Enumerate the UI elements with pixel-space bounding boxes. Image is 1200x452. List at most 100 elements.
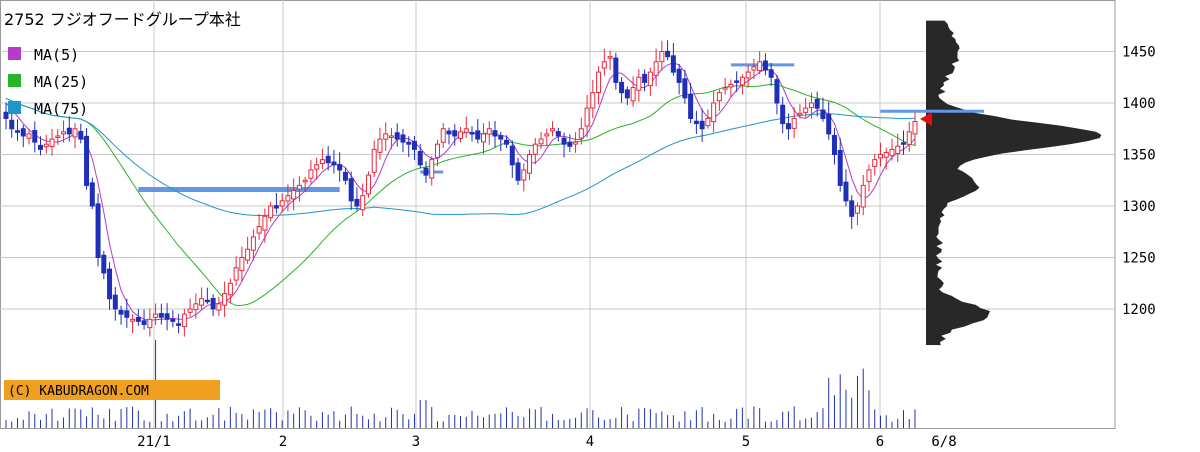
candle-up — [153, 313, 159, 318]
candle-up — [291, 190, 297, 200]
candle-down — [342, 171, 348, 181]
candle-up — [630, 87, 636, 102]
candle-up — [256, 226, 262, 234]
candle-up — [573, 141, 579, 145]
candle-down — [734, 80, 740, 83]
candle-down — [176, 323, 182, 326]
candle-down — [555, 131, 561, 137]
chart-title: 2752 フジオフードグループ本社 — [4, 10, 241, 29]
candle-down — [820, 109, 826, 119]
candle-down — [170, 318, 176, 322]
candle-down — [670, 55, 676, 73]
candle-up — [716, 92, 722, 102]
candle-down — [331, 161, 337, 166]
candle-up — [72, 128, 78, 138]
candle-down — [814, 98, 820, 109]
candle-up — [458, 131, 463, 139]
candle-down — [768, 69, 774, 78]
candle-down — [112, 294, 118, 310]
candle-up — [659, 51, 665, 63]
y-tick-label: 1300 — [1122, 199, 1156, 215]
candle-up — [383, 133, 389, 140]
candle-up — [377, 138, 383, 153]
candle-up — [193, 303, 199, 311]
candle-up — [130, 318, 136, 322]
candle-down — [837, 150, 843, 186]
candle-down — [567, 141, 573, 147]
candle-up — [866, 169, 872, 182]
candle-down — [423, 167, 429, 176]
legend-swatch-ma25 — [8, 74, 21, 87]
candle-up — [360, 195, 366, 211]
x-tick-label: 21/1 — [137, 434, 171, 450]
candle-up — [854, 205, 860, 214]
candle-down — [475, 130, 481, 140]
candle-up — [601, 61, 607, 69]
candle-up — [199, 298, 205, 306]
candle-down — [84, 135, 90, 186]
candle-up — [486, 128, 492, 135]
candle-down — [400, 134, 406, 143]
x-tick-label: 5 — [742, 434, 750, 450]
candle-down — [9, 119, 15, 130]
legend-label-ma75: MA(75) — [34, 100, 88, 118]
candle-down — [325, 155, 331, 164]
candle-up — [481, 133, 487, 143]
candle-up — [711, 102, 717, 123]
candle-down — [66, 127, 72, 135]
candle-up — [705, 117, 711, 127]
candle-up — [463, 128, 469, 133]
candle-down — [682, 78, 688, 99]
x-tick-label: 2 — [279, 434, 287, 450]
y-tick-label: 1200 — [1122, 302, 1156, 318]
legend: MA(5) MA(25) MA(75) — [8, 46, 88, 118]
candle-down — [780, 104, 786, 125]
candle-down — [78, 130, 84, 140]
candle-down — [417, 150, 423, 166]
candle-down — [642, 73, 648, 83]
y-tick-label: 1400 — [1122, 96, 1156, 112]
candle-up — [245, 248, 251, 261]
candle-down — [337, 164, 343, 171]
candle-down — [158, 313, 164, 318]
candle-down — [699, 120, 705, 130]
candle-down — [101, 254, 107, 274]
candle-up — [187, 308, 193, 313]
candle-up — [440, 128, 446, 143]
x-axis: 21/1 2 3 4 5 6 6/8 — [137, 434, 957, 450]
candle-up — [722, 87, 728, 90]
candle-up — [912, 121, 918, 135]
candle-up — [596, 71, 602, 94]
candle-down — [204, 299, 210, 303]
candle-up — [739, 76, 745, 86]
candle-up — [532, 143, 538, 155]
candle-up — [538, 138, 544, 145]
candle-down — [38, 144, 44, 150]
candle-up — [319, 159, 325, 164]
volume-bars — [5, 340, 916, 428]
y-tick-label: 1350 — [1122, 148, 1156, 164]
candle-down — [469, 132, 475, 135]
candle-up — [550, 128, 556, 132]
candle-down — [509, 145, 515, 166]
candle-up — [239, 257, 245, 272]
candle-up — [607, 56, 613, 59]
candle-up — [527, 154, 533, 174]
candle-down — [665, 50, 671, 58]
candle-up — [521, 169, 527, 181]
candle-up — [895, 145, 901, 154]
candle-up — [61, 131, 67, 135]
candle-up — [797, 112, 803, 116]
candle-up — [216, 303, 222, 311]
candle-down — [762, 60, 768, 71]
volume-profile-shape — [926, 20, 1102, 346]
candle-down — [210, 297, 216, 310]
candle-up — [590, 92, 596, 109]
candle-down — [273, 205, 279, 209]
candle-down — [504, 139, 510, 145]
x-tick-label: 4 — [586, 434, 594, 450]
candle-up — [647, 71, 653, 87]
candle-up — [222, 293, 228, 306]
candle-up — [49, 138, 55, 148]
candle-up — [55, 135, 61, 138]
